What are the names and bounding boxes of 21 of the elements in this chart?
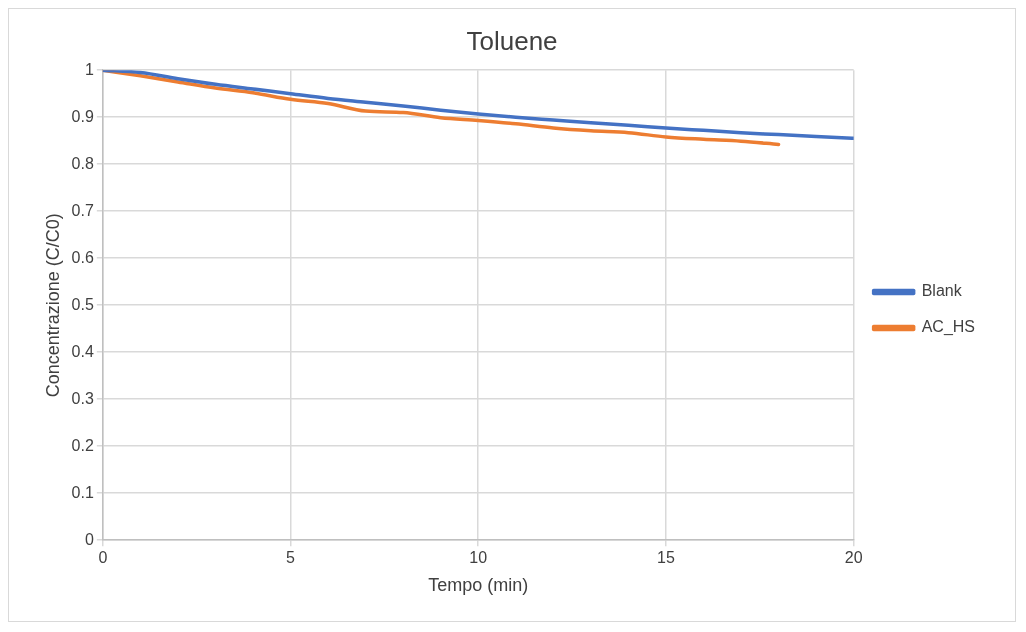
x-tick-label: 20	[844, 549, 863, 567]
y-tick-label: 0.2	[71, 436, 94, 454]
y-tick-label: 0.5	[71, 295, 94, 313]
legend-label: Blank	[921, 282, 963, 300]
x-tick-label: 5	[286, 549, 296, 567]
y-tick-label: 0	[84, 530, 94, 548]
y-axis-title: Concentrazione (C/C0)	[42, 213, 63, 398]
y-tick-label: 1	[84, 60, 94, 78]
x-axis-title: Tempo (min)	[428, 575, 529, 596]
y-tick-label: 0.6	[71, 248, 94, 266]
y-tick-label: 0.9	[71, 107, 94, 125]
x-tick-label: 10	[469, 549, 488, 567]
y-tick-label: 0.8	[71, 154, 94, 172]
y-tick-label: 0.1	[71, 483, 94, 501]
y-tick-label: 0.7	[71, 201, 94, 219]
chart-title: Toluene	[466, 25, 558, 56]
x-tick-label: 0	[98, 549, 108, 567]
y-tick-label: 0.3	[71, 389, 94, 407]
x-tick-label: 15	[657, 549, 675, 567]
legend-label: AC_HS	[921, 318, 976, 337]
y-tick-label: 0.4	[71, 342, 94, 360]
